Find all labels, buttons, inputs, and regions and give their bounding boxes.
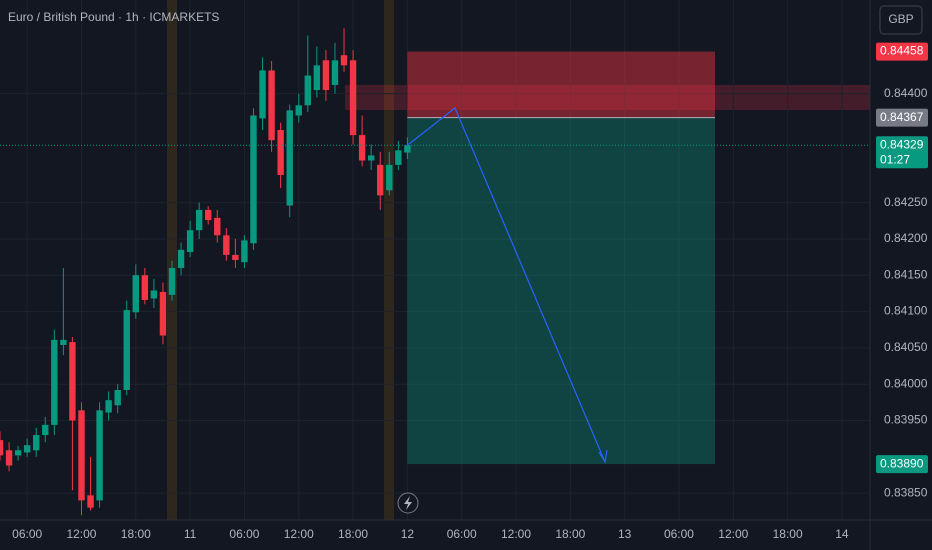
candle-body: [232, 254, 239, 260]
candle-body: [377, 164, 384, 196]
candle-body: [241, 240, 248, 263]
x-tick-label: 18:00: [773, 527, 803, 541]
resistance-zone: [345, 85, 870, 110]
candle-body: [205, 209, 212, 221]
candle-body: [33, 435, 40, 451]
y-tick-label: 0.84100: [884, 304, 928, 318]
stop-label: 0.84458: [880, 44, 924, 58]
session-band: [384, 0, 394, 520]
candle-body: [23, 445, 31, 453]
session-band: [167, 0, 177, 520]
candle-body: [105, 400, 112, 413]
candle-body: [5, 450, 13, 466]
currency-button[interactable]: [879, 5, 923, 35]
candle-body: [177, 249, 185, 268]
candle-body: [150, 290, 158, 299]
x-tick-label: 12:00: [718, 527, 748, 541]
plot-area: [0, 0, 870, 520]
x-tick-label: 12:00: [284, 527, 314, 541]
candle-body: [395, 150, 402, 165]
x-tick-label: 11: [184, 527, 197, 541]
symbol-title: Euro / British Pound · 1h · ICMARKETS: [8, 10, 219, 24]
candle-body: [286, 110, 293, 206]
candle-body: [42, 424, 49, 436]
stop-label-bg: [876, 42, 928, 61]
x-tick-label: 18:00: [555, 527, 585, 541]
candle-body: [367, 155, 375, 161]
y-tick-label: 0.84050: [884, 340, 928, 354]
y-tick-label: 0.84000: [884, 376, 928, 390]
x-tick-label: 14: [835, 527, 849, 541]
countdown-label: 01:27: [880, 152, 910, 166]
candle-body: [214, 217, 221, 236]
currency-label[interactable]: GBP: [888, 12, 913, 26]
x-tick-label: 12: [401, 527, 415, 541]
candle-body: [295, 105, 302, 116]
y-tick-label: 0.84400: [884, 86, 928, 100]
y-tick-label: 0.84250: [884, 195, 928, 209]
target-label-bg: [876, 455, 928, 474]
x-tick-label: 13: [618, 527, 632, 541]
candle-body: [304, 75, 312, 106]
candle-body: [141, 275, 149, 300]
candle-body: [386, 164, 393, 191]
candle-body: [322, 60, 330, 91]
x-tick-label: 06:00: [12, 527, 42, 541]
x-tick-label: 06:00: [664, 527, 694, 541]
candle-body: [259, 70, 266, 119]
candle-body: [277, 130, 284, 176]
x-tick-label: 12:00: [66, 527, 96, 541]
candle-body: [159, 291, 167, 336]
candle-body: [340, 55, 348, 66]
last-price-bg: [876, 136, 928, 169]
entry-label: 0.84367: [880, 110, 924, 124]
candle-body: [404, 145, 411, 153]
candle-body: [313, 65, 321, 91]
candle-body: [78, 410, 85, 501]
candle-body: [51, 339, 58, 425]
candle-body: [87, 495, 94, 508]
candle-body: [69, 342, 76, 421]
candle-body: [96, 410, 103, 501]
candle-body: [123, 310, 130, 390]
y-tick-label: 0.84200: [884, 231, 928, 245]
candle-body: [358, 135, 366, 161]
candle-body: [168, 267, 176, 295]
candle-body: [186, 230, 194, 253]
candle-body: [331, 60, 339, 85]
candle-body: [349, 60, 357, 136]
projection-arrow: [407, 107, 608, 464]
last-price-label: 0.84329: [880, 137, 924, 151]
x-tick-label: 06:00: [229, 527, 259, 541]
target-zone: [407, 117, 715, 465]
y-tick-label: 0.83850: [884, 485, 928, 499]
candle-body: [195, 209, 203, 231]
stop-zone: [407, 51, 715, 118]
target-label: 0.83890: [880, 456, 924, 470]
candle-body: [223, 235, 230, 255]
candle-body: [268, 70, 275, 141]
lightning-icon: [404, 496, 412, 510]
x-tick-label: 18:00: [121, 527, 151, 541]
candle-body: [0, 440, 4, 456]
y-tick-label: 0.83950: [884, 413, 928, 427]
entry-label-bg: [876, 108, 928, 127]
candle-body: [14, 450, 22, 456]
x-tick-label: 12:00: [501, 527, 531, 541]
candle-body: [250, 115, 257, 244]
x-tick-label: 18:00: [338, 527, 368, 541]
candle-body: [114, 390, 121, 406]
y-tick-label: 0.84150: [884, 267, 928, 281]
candle-body: [132, 275, 139, 313]
candle-body: [60, 339, 67, 345]
x-tick-label: 06:00: [447, 527, 477, 541]
